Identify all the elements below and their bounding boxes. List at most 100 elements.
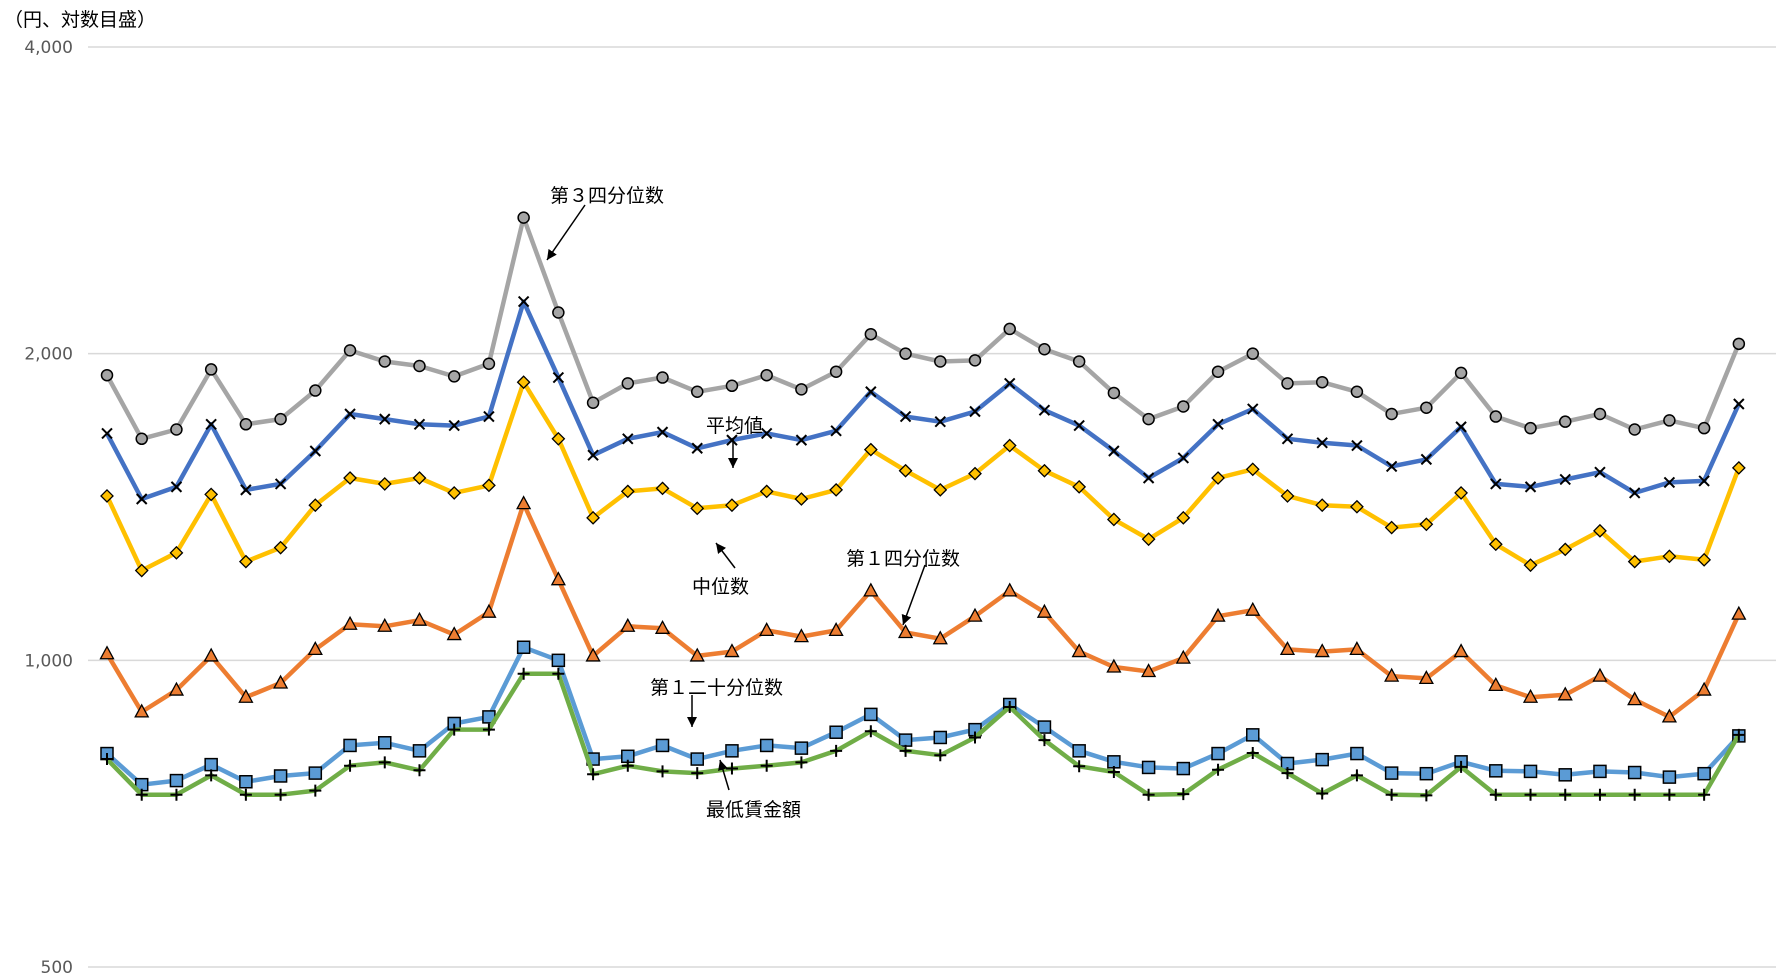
point-mean	[413, 418, 426, 430]
point-min	[587, 768, 600, 781]
point-median	[308, 498, 323, 513]
point-median	[100, 489, 114, 503]
point-min	[899, 744, 912, 757]
point-mean	[1142, 472, 1155, 484]
point-median	[551, 431, 566, 446]
point-mean	[1108, 445, 1120, 457]
point-median	[1315, 498, 1330, 513]
point-q3	[1107, 386, 1121, 400]
point-p5	[516, 640, 531, 655]
annotation-arrow-q3	[546, 204, 586, 261]
annotation-min: 最低賃金額	[706, 799, 801, 821]
y-axis-ticks: 500 1,000 2,000 4,000	[24, 38, 73, 975]
point-q1	[203, 647, 219, 662]
point-p5	[204, 757, 218, 772]
y-tick-label: 1,000	[24, 651, 73, 671]
gridlines	[88, 46, 1776, 968]
point-q3	[413, 359, 426, 373]
point-median	[1558, 542, 1573, 557]
point-min	[344, 759, 357, 772]
point-mean	[101, 427, 113, 440]
point-p5	[1350, 746, 1364, 761]
point-q1	[828, 622, 844, 637]
point-min	[864, 725, 877, 738]
point-q1	[238, 688, 254, 703]
series-line-q1	[105, 501, 1741, 720]
point-q1	[134, 703, 150, 718]
point-q3	[1385, 407, 1398, 421]
point-p5	[933, 730, 948, 745]
point-q3	[482, 357, 496, 370]
point-median	[1211, 471, 1225, 485]
point-median	[482, 478, 496, 493]
point-q1	[411, 611, 428, 626]
point-q1	[1210, 607, 1226, 622]
point-median	[1245, 462, 1260, 477]
point-min	[934, 749, 947, 762]
point-median	[1523, 558, 1538, 573]
point-min	[1698, 788, 1711, 801]
point-p5	[898, 733, 913, 747]
point-q3	[725, 379, 739, 393]
annotation-arrow-q1	[901, 564, 926, 626]
point-min	[969, 731, 981, 744]
point-mean	[483, 410, 495, 423]
point-q3	[1038, 343, 1051, 356]
point-q1	[759, 622, 775, 637]
point-q3	[760, 368, 773, 382]
point-q1	[863, 582, 879, 597]
point-q3	[1593, 407, 1607, 421]
point-q1	[1418, 670, 1434, 685]
point-p5	[1697, 766, 1711, 781]
point-q3	[239, 418, 253, 431]
point-mean	[1038, 404, 1051, 416]
point-q1	[1314, 643, 1330, 658]
point-min	[1385, 788, 1398, 801]
annotation-q3: 第３四分位数	[550, 185, 664, 207]
point-q1	[585, 647, 601, 662]
annotation-arrow-min	[718, 759, 730, 791]
point-min	[448, 723, 461, 736]
point-min	[1003, 700, 1016, 713]
point-p5	[1419, 766, 1434, 781]
point-mean	[899, 410, 912, 423]
point-mean	[656, 426, 669, 438]
point-mean	[1559, 473, 1571, 486]
point-min	[135, 788, 148, 801]
point-p5	[412, 744, 427, 758]
point-p5	[343, 738, 357, 753]
point-min	[482, 723, 495, 736]
point-median	[343, 471, 357, 485]
point-p5	[1037, 720, 1052, 734]
point-min	[691, 767, 704, 780]
point-min	[1142, 788, 1155, 801]
point-p5	[1211, 746, 1225, 761]
point-q1	[793, 628, 809, 643]
point-median	[1037, 463, 1052, 478]
point-q3	[204, 363, 218, 376]
point-mean	[1281, 433, 1294, 445]
point-p5	[1489, 764, 1503, 778]
point-median	[1697, 552, 1712, 567]
point-q3	[621, 377, 635, 390]
point-p5	[1141, 760, 1156, 775]
point-median	[690, 501, 705, 516]
point-q3	[934, 355, 947, 368]
point-q3	[864, 327, 878, 341]
point-mean	[1733, 398, 1745, 410]
point-q3	[447, 370, 461, 383]
point-min	[1455, 760, 1468, 773]
point-q1	[1036, 603, 1053, 618]
point-p5	[829, 725, 843, 739]
point-median	[933, 482, 948, 497]
series-q3	[100, 211, 1746, 446]
point-q1	[1245, 601, 1261, 616]
point-min	[830, 744, 843, 757]
point-mean	[1490, 478, 1502, 490]
point-median	[1627, 554, 1642, 569]
point-mean	[1420, 453, 1433, 466]
point-median	[1072, 479, 1087, 494]
point-q3	[1246, 347, 1260, 360]
point-mean	[379, 413, 391, 425]
point-min	[552, 667, 565, 680]
